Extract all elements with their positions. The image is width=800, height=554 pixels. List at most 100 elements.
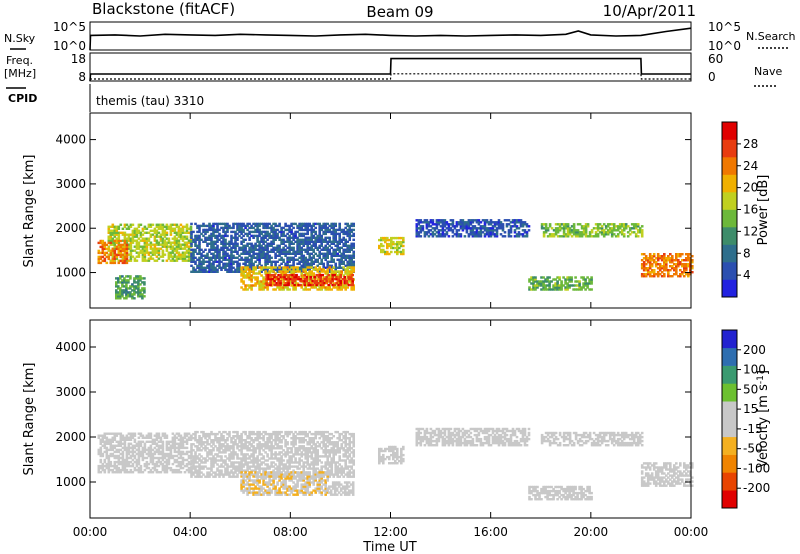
heatmap-cell: [240, 248, 243, 251]
heatmap-cell: [483, 221, 487, 224]
heatmap-cell: [487, 231, 491, 234]
heatmap-cell: [165, 466, 169, 470]
heatmap-cell: [322, 232, 325, 236]
heatmap-cell: [443, 221, 447, 224]
heatmap-cell: [308, 252, 311, 255]
heatmap-cell: [638, 227, 642, 230]
heatmap-cell: [310, 226, 313, 230]
heatmap-cell: [489, 235, 493, 238]
heatmap-cell: [489, 233, 493, 236]
heatmap-cell: [402, 244, 405, 248]
heatmap-cell: [202, 262, 205, 265]
heatmap-cell: [101, 251, 105, 255]
heatmap-cell: [226, 457, 229, 460]
heatmap-cell: [169, 225, 173, 228]
heatmap-cell: [287, 277, 290, 281]
heatmap-cell: [222, 459, 225, 462]
heatmap-cell: [222, 465, 225, 468]
heatmap-cell: [97, 448, 101, 452]
heatmap-cell: [256, 439, 259, 442]
heatmap-cell: [296, 244, 299, 247]
heatmap-cell: [292, 270, 295, 273]
heatmap-cell: [300, 232, 303, 236]
heatmap-cell: [248, 284, 251, 287]
heatmap-cell: [131, 432, 135, 435]
heatmap-cell: [232, 443, 235, 446]
heatmap-cell: [175, 450, 179, 454]
heatmap-cell: [455, 229, 459, 232]
heatmap-cell: [192, 457, 195, 460]
heatmap-cell: [204, 236, 207, 239]
heatmap-cell: [119, 291, 122, 294]
heatmap-cell: [566, 233, 570, 236]
heatmap-cell: [111, 239, 115, 242]
heatmap-cell: [238, 234, 241, 238]
heatmap-cell: [242, 445, 245, 448]
heatmap-cell: [282, 250, 285, 253]
heatmap-cell: [220, 471, 223, 474]
heatmap-cell: [206, 435, 209, 438]
heatmap-cell: [129, 446, 133, 450]
heatmap-cell: [334, 264, 337, 267]
heatmap-cell: [198, 469, 201, 472]
heatmap-cell: [290, 270, 293, 273]
heatmap-cell: [179, 253, 183, 256]
heatmap-cell: [320, 252, 323, 255]
heatmap-cell: [181, 452, 185, 456]
heatmap-cell: [433, 223, 437, 226]
colorbar-swatch: [722, 227, 737, 245]
heatmap-cell: [286, 286, 289, 289]
heatmap-cell: [117, 261, 121, 265]
heatmap-cell: [123, 281, 126, 284]
heatmap-cell: [310, 244, 313, 247]
heatmap-cell: [226, 222, 229, 226]
heatmap-cell: [171, 227, 175, 230]
heatmap-cell: [147, 243, 151, 246]
heatmap-cell: [461, 229, 465, 232]
heatmap-cell: [463, 235, 467, 238]
heatmap-cell: [145, 239, 149, 242]
heatmap-cell: [149, 454, 153, 458]
heatmap-cell: [584, 282, 587, 285]
heatmap-cell: [155, 456, 159, 460]
heatmap-cell: [264, 258, 267, 261]
heatmap-cell: [143, 291, 146, 294]
heatmap-cell: [258, 449, 261, 452]
heatmap-cell: [111, 444, 115, 447]
heatmap-cell: [161, 241, 165, 244]
heatmap-cell: [238, 264, 241, 267]
heatmap-cell: [246, 469, 249, 472]
heatmap-cell: [433, 233, 437, 236]
heatmap-cell: [117, 259, 121, 262]
heatmap-cell: [687, 273, 690, 276]
heatmap-cell: [260, 461, 263, 464]
heatmap-cell: [614, 235, 618, 238]
heatmap-cell: [208, 432, 211, 436]
heatmap-cell: [222, 222, 225, 226]
heatmap-cell: [202, 473, 205, 476]
heatmap-cell: [292, 234, 295, 238]
heatmap-cell: [236, 260, 239, 263]
heatmap-cell: [127, 239, 131, 242]
heatmap-cell: [660, 265, 664, 268]
heatmap-cell: [214, 473, 217, 476]
heatmap-cell: [274, 230, 277, 234]
heatmap-cell: [576, 284, 579, 287]
heatmap-cell: [268, 270, 271, 273]
heatmap-cell: [634, 225, 638, 228]
heatmap-cell: [256, 455, 259, 458]
heatmap-cell: [258, 469, 261, 472]
heatmap-cell: [338, 254, 341, 257]
heatmap-cell: [175, 243, 179, 246]
heatmap-cell: [230, 447, 233, 450]
heatmap-cell: [139, 293, 142, 296]
heatmap-cell: [179, 245, 183, 248]
heatmap-cell: [523, 223, 527, 226]
heatmap-cell: [113, 245, 117, 248]
heatmap-cell: [256, 264, 259, 267]
heatmap-cell: [121, 291, 124, 294]
heatmap-cell: [264, 270, 267, 273]
heatmap-cell: [318, 236, 321, 239]
heatmap-cell: [330, 268, 333, 271]
heatmap-cell: [238, 268, 241, 271]
